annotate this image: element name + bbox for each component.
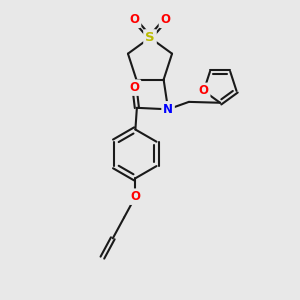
Text: O: O	[130, 190, 140, 203]
Text: N: N	[163, 103, 173, 116]
Text: O: O	[160, 13, 170, 26]
Text: S: S	[145, 31, 155, 44]
Text: O: O	[130, 81, 140, 94]
Text: O: O	[130, 13, 140, 26]
Text: O: O	[199, 84, 209, 98]
